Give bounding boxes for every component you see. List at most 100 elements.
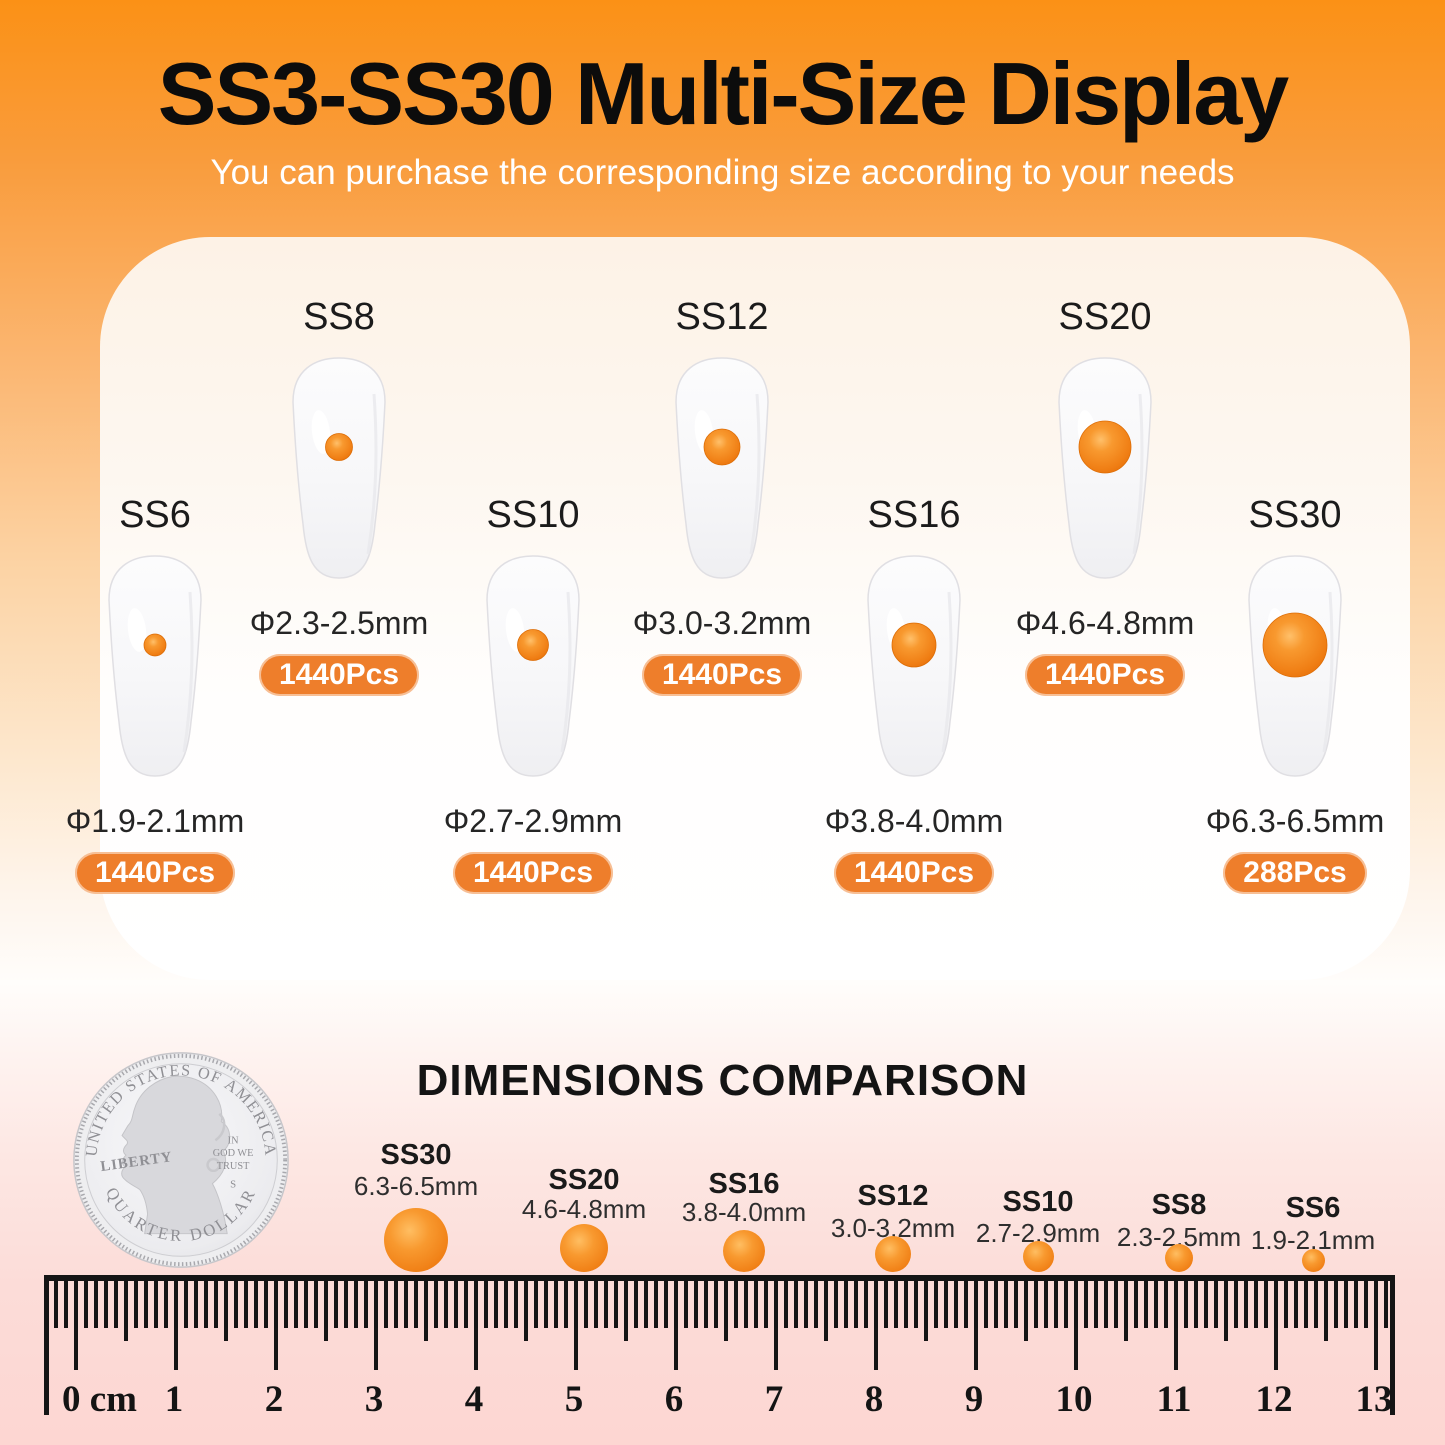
- rhinestone-dot-SS6: [1301, 1249, 1325, 1272]
- quantity-badge: 1440Pcs: [258, 654, 420, 696]
- ruler-mm-tick: [364, 1275, 368, 1328]
- size-label: SS30: [1248, 494, 1342, 536]
- ruler-mm-tick: [664, 1275, 668, 1328]
- nail-tip: [486, 555, 580, 777]
- coin-motto-line3: TRUST: [217, 1161, 250, 1172]
- ruler-mm-tick: [184, 1275, 188, 1328]
- quantity-badge: 1440Pcs: [641, 654, 803, 696]
- nail-seam: [749, 393, 761, 555]
- ruler-mm-tick: [1354, 1275, 1358, 1328]
- quantity-badge: 1440Pcs: [452, 852, 614, 894]
- nail-tip: [867, 555, 961, 777]
- ruler-cm-tick: [174, 1275, 178, 1370]
- size-display-SS16: SS16 Φ3.8-4.0mm 1440Pcs: [809, 494, 1019, 894]
- ruler-mm-tick: [1384, 1275, 1388, 1328]
- ruler-mm-tick: [1014, 1275, 1018, 1328]
- comparison-label-SS8: SS8: [1151, 1189, 1207, 1221]
- ruler-mm-tick: [794, 1275, 798, 1328]
- quantity-badge: 1440Pcs: [74, 852, 236, 894]
- ruler-number-13: 13: [1355, 1379, 1393, 1420]
- ruler-mm-tick: [814, 1275, 818, 1328]
- ruler-mm-tick: [104, 1275, 108, 1328]
- ruler-mm-tick: [464, 1275, 468, 1328]
- nail-highlight: [127, 608, 147, 652]
- ruler-cm-tick: [1074, 1275, 1078, 1370]
- nail-tip: [292, 357, 386, 579]
- ruler-half-cm-tick: [1224, 1275, 1228, 1341]
- ruler-half-cm-tick: [924, 1275, 928, 1341]
- ruler-cm-tick: [274, 1275, 278, 1370]
- ruler-mm-tick: [684, 1275, 688, 1328]
- ruler-number-0: 0 cm: [62, 1379, 137, 1420]
- nail-body: [675, 357, 769, 579]
- ruler-mm-tick: [514, 1275, 518, 1328]
- ruler-mm-tick: [384, 1275, 388, 1328]
- quantity-badge: 1440Pcs: [833, 852, 995, 894]
- ruler-mm-tick: [1214, 1275, 1218, 1328]
- ruler-mm-tick: [1154, 1275, 1158, 1328]
- nail-tip: [1248, 555, 1342, 777]
- ruler-mm-tick: [944, 1275, 948, 1328]
- ruler-mm-tick: [234, 1275, 238, 1328]
- ruler-mm-tick: [964, 1275, 968, 1328]
- coin-reeded-edge: [74, 1053, 288, 1267]
- ruler-mm-tick: [904, 1275, 908, 1328]
- ruler-mm-tick: [444, 1275, 448, 1328]
- comparison-label-SS16: SS16: [708, 1168, 780, 1200]
- ruler-mm-tick: [544, 1275, 548, 1328]
- ruler-mm-tick: [954, 1275, 958, 1328]
- nail-seam: [366, 393, 378, 555]
- rhinestone: [1262, 612, 1328, 678]
- ruler-mm-tick: [284, 1275, 288, 1328]
- comparison-label-SS12: SS12: [857, 1180, 929, 1212]
- comparison-size-text: 4.6-4.8mm: [521, 1194, 647, 1224]
- ruler-top-bar: [44, 1275, 1395, 1281]
- diameter-text: Φ1.9-2.1mm: [65, 803, 245, 839]
- ruler-mm-tick: [414, 1275, 418, 1328]
- diameter-text: Φ3.0-3.2mm: [632, 605, 812, 641]
- size-label: SS16: [867, 494, 961, 536]
- ruler-mm-tick: [984, 1275, 988, 1328]
- rhinestone: [325, 433, 353, 461]
- ruler-mm-tick: [1364, 1275, 1368, 1328]
- ruler-half-cm-tick: [524, 1275, 528, 1341]
- ruler-mm-tick: [534, 1275, 538, 1328]
- header: SS3-SS30 Multi-Size Display You can purc…: [0, 44, 1445, 193]
- size-label: SS10: [486, 494, 580, 536]
- ruler-number-4: 4: [464, 1379, 484, 1420]
- rhinestone: [703, 428, 741, 466]
- ruler-number-3: 3: [364, 1379, 384, 1420]
- size-display-SS30: SS30 Φ6.3-6.5mm 288Pcs: [1190, 494, 1400, 894]
- ruler-cm-tick: [1274, 1275, 1278, 1370]
- queue-curl: [206, 1157, 221, 1173]
- ruler-mm-tick: [914, 1275, 918, 1328]
- nail-body: [486, 555, 580, 777]
- ruler-mm-tick: [204, 1275, 208, 1328]
- ruler-mm-tick: [1244, 1275, 1248, 1328]
- ruler-mm-tick: [714, 1275, 718, 1328]
- size-label: SS12: [675, 296, 769, 338]
- ruler-mm-tick: [634, 1275, 638, 1328]
- nail-seam: [941, 591, 953, 753]
- ruler-mm-tick: [54, 1275, 58, 1328]
- ruler-mm-tick: [1084, 1275, 1088, 1328]
- page-title: SS3-SS30 Multi-Size Display: [157, 44, 1290, 143]
- ruler-mm-tick: [1144, 1275, 1148, 1328]
- coin-mint-mark: S: [230, 1179, 236, 1191]
- ruler-mm-tick: [564, 1275, 568, 1328]
- ruler-mm-tick: [1064, 1275, 1068, 1328]
- size-label: SS20: [1058, 296, 1152, 338]
- diameter-text: Φ6.3-6.5mm: [1205, 803, 1385, 839]
- ruler-mm-tick: [854, 1275, 858, 1328]
- nail-body: [292, 357, 386, 579]
- ruler-mm-tick: [394, 1275, 398, 1328]
- ruler-mm-tick: [804, 1275, 808, 1328]
- ruler-mm-tick: [754, 1275, 758, 1328]
- ruler-end-line: [44, 1275, 49, 1415]
- ruler-number-12: 12: [1255, 1379, 1293, 1420]
- ruler-mm-tick: [264, 1275, 268, 1328]
- ruler-mm-tick: [594, 1275, 598, 1328]
- size-display-SS20: SS20 Φ4.6-4.8mm 1440Pcs: [1000, 296, 1210, 696]
- ruler-mm-tick: [1054, 1275, 1058, 1328]
- ruler-mm-tick: [1094, 1275, 1098, 1328]
